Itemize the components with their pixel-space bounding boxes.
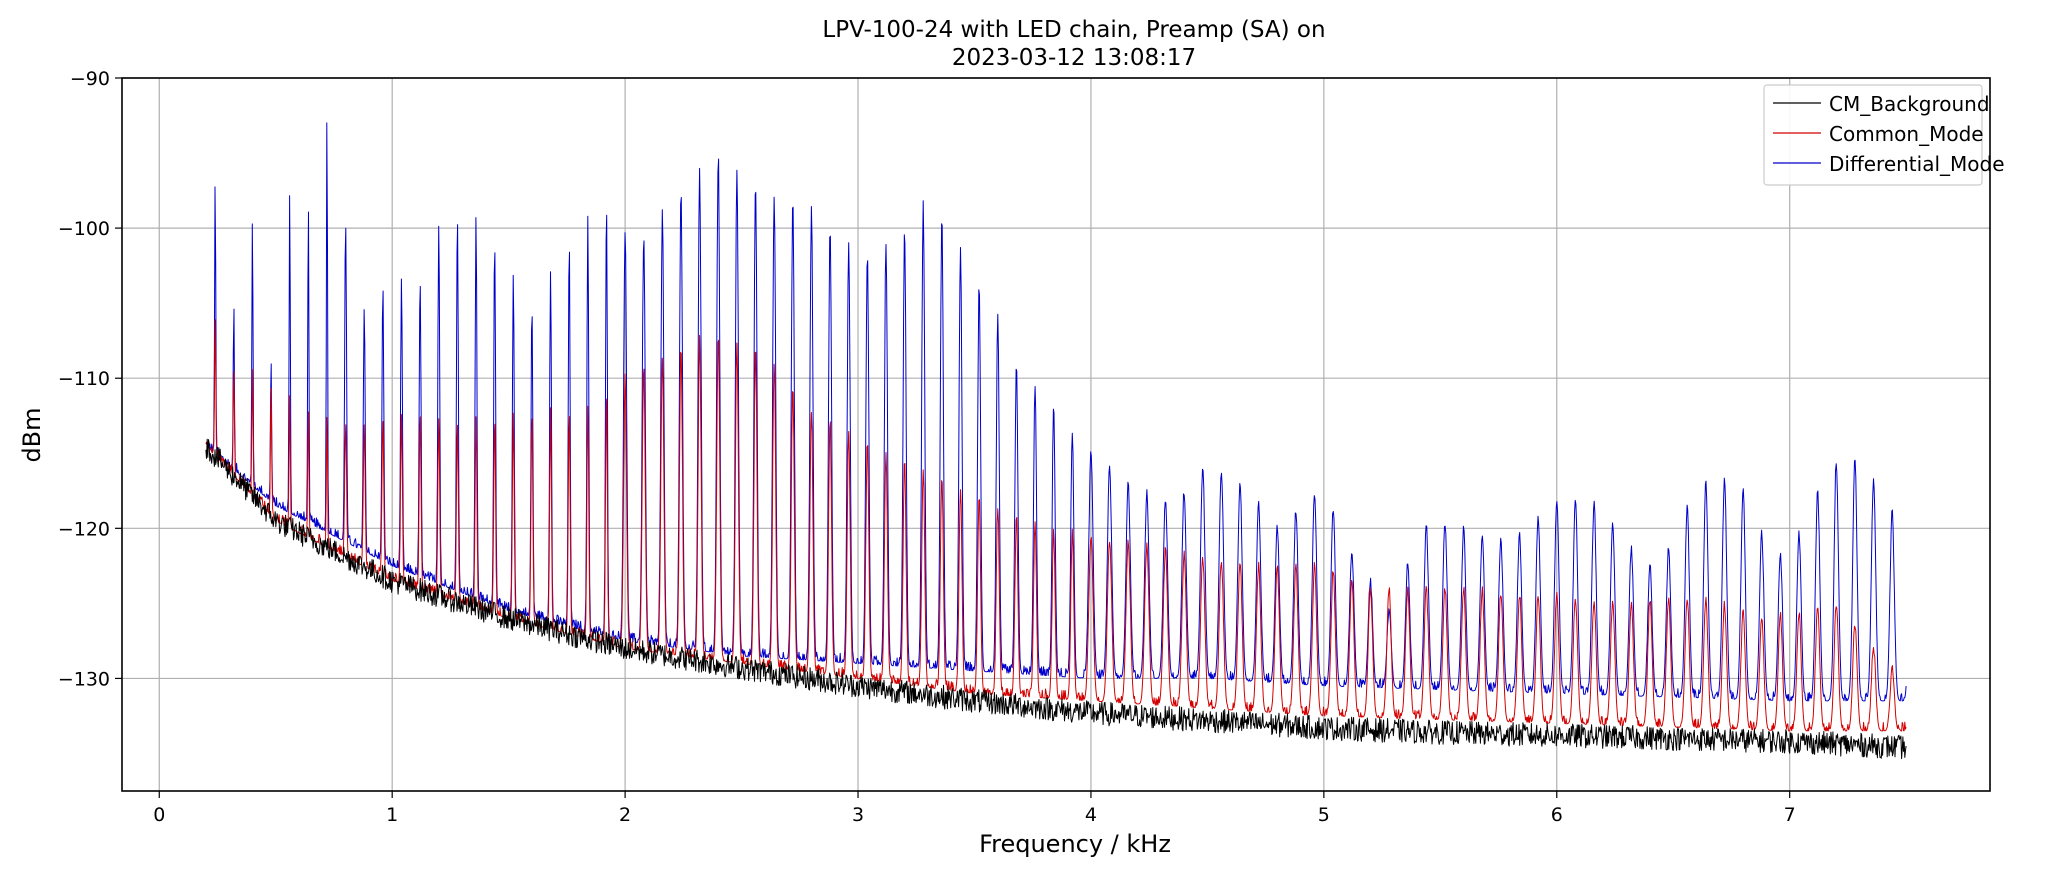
y-tick-label: −100: [58, 218, 110, 240]
x-axis-ticks: 0 1 2 3 4 5 6 7: [153, 791, 1796, 826]
series-line-differential-mode: [205, 122, 1907, 702]
series-line-cm-background: [205, 438, 1907, 760]
x-tick-label: 5: [1318, 804, 1330, 826]
series-lines: [205, 122, 1907, 760]
y-tick-label: −90: [70, 68, 110, 90]
chart-subtitle: 2023-03-12 13:08:17: [952, 45, 1196, 71]
y-tick-label: −130: [58, 668, 110, 690]
legend: CM_Background Common_Mode Differential_M…: [1763, 84, 2005, 186]
x-tick-label: 0: [153, 804, 165, 826]
y-axis-label: dBm: [18, 407, 46, 462]
y-axis-ticks: −90 −100 −110 −120 −130: [58, 68, 122, 690]
x-tick-label: 6: [1551, 804, 1563, 826]
x-tick-label: 4: [1085, 804, 1097, 826]
legend-label-common-mode: Common_Mode: [1829, 122, 1984, 146]
x-tick-label: 1: [386, 804, 398, 826]
x-tick-label: 7: [1784, 804, 1796, 826]
x-tick-label: 3: [852, 804, 864, 826]
legend-label-differential-mode: Differential_Mode: [1829, 152, 2005, 176]
chart-title: LPV-100-24 with LED chain, Preamp (SA) o…: [822, 17, 1325, 43]
x-axis-label: Frequency / kHz: [979, 830, 1171, 858]
y-tick-label: −110: [58, 368, 110, 390]
y-tick-label: −120: [58, 518, 110, 540]
legend-label-cm-background: CM_Background: [1829, 92, 1990, 116]
x-tick-label: 2: [619, 804, 631, 826]
plot-frame: [121, 77, 1991, 792]
legend-box: [1763, 84, 1983, 186]
